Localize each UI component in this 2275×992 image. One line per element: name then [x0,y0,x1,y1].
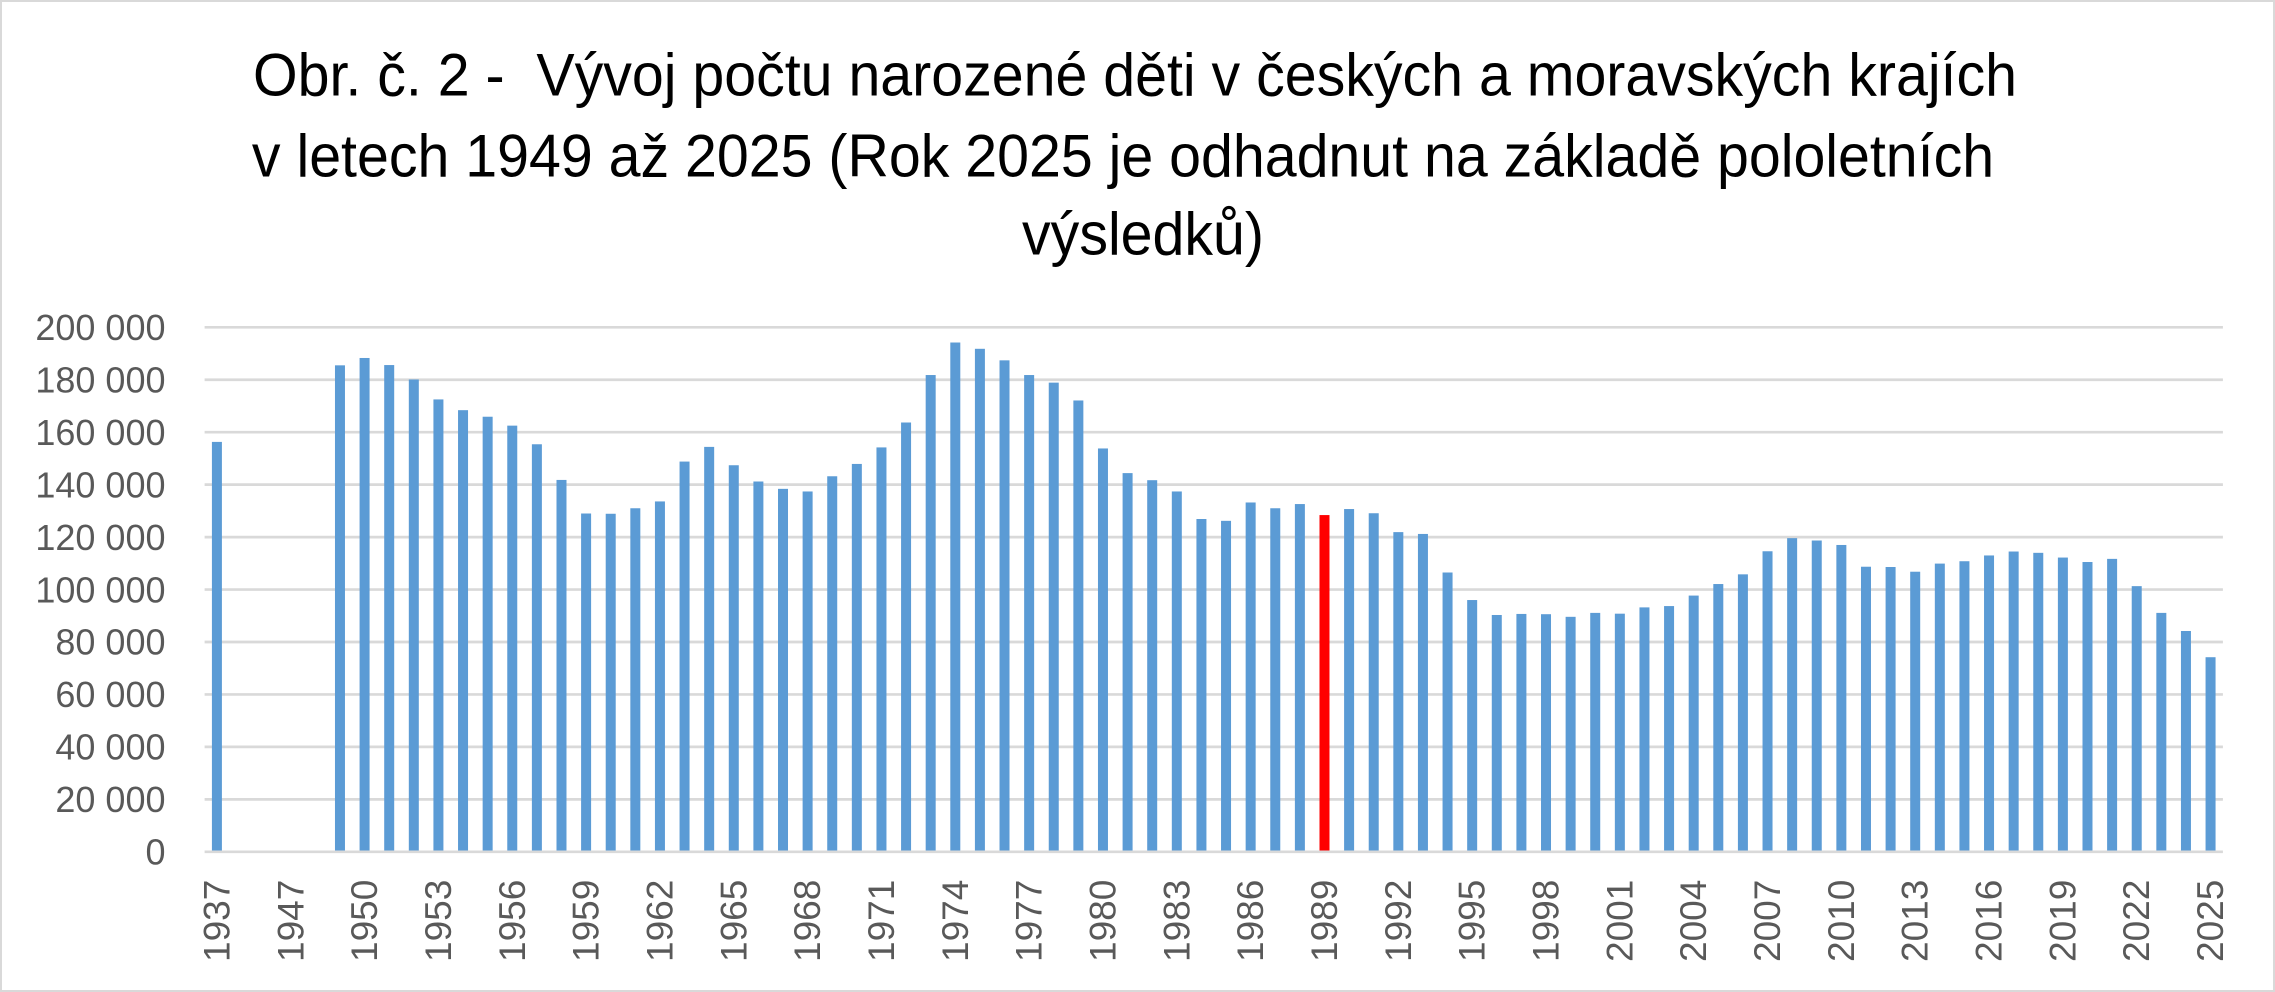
svg-text:Obr. č. 2 - Vývoj počtu naroz: Obr. č. 2 - Vývoj počtu narozené děti v … [253,41,2017,109]
svg-text:1959: 1959 [566,880,607,962]
svg-text:20 000: 20 000 [55,779,165,820]
svg-text:2016: 2016 [1969,880,2010,962]
svg-text:120 000: 120 000 [35,517,165,558]
svg-text:2019: 2019 [2042,880,2083,962]
svg-text:1980: 1980 [1082,880,1123,962]
svg-text:140 000: 140 000 [35,464,165,505]
svg-text:80 000: 80 000 [55,622,165,663]
svg-text:2013: 2013 [1895,880,1936,962]
svg-text:1971: 1971 [861,880,902,962]
svg-text:2004: 2004 [1673,880,1714,962]
svg-text:2001: 2001 [1599,880,1640,962]
svg-text:1974: 1974 [935,880,976,962]
svg-text:1995: 1995 [1452,880,1493,962]
svg-text:1992: 1992 [1378,880,1419,962]
svg-text:1962: 1962 [639,880,680,962]
svg-text:2025: 2025 [2190,880,2231,962]
svg-text:1965: 1965 [713,880,754,962]
svg-text:1989: 1989 [1304,880,1345,962]
svg-text:60 000: 60 000 [55,674,165,715]
svg-text:40 000: 40 000 [55,727,165,768]
svg-text:2022: 2022 [2116,880,2157,962]
svg-text:1950: 1950 [344,880,385,962]
svg-text:160 000: 160 000 [35,412,165,453]
svg-text:200 000: 200 000 [35,307,165,348]
svg-text:2010: 2010 [1821,880,1862,962]
svg-text:1998: 1998 [1526,880,1567,962]
svg-text:1968: 1968 [787,880,828,962]
svg-text:1947: 1947 [270,880,311,962]
svg-text:2007: 2007 [1747,880,1788,962]
svg-text:1977: 1977 [1009,880,1050,962]
svg-text:1937: 1937 [196,880,237,962]
svg-text:1956: 1956 [492,880,533,962]
svg-text:100 000: 100 000 [35,569,165,610]
svg-text:180 000: 180 000 [35,359,165,400]
svg-text:výsledků): výsledků) [1022,200,1264,268]
svg-text:1983: 1983 [1156,880,1197,962]
svg-text:0: 0 [145,832,165,873]
svg-text:v letech 1949 až 2025 (Rok 202: v letech 1949 až 2025 (Rok 2025 je odhad… [252,122,1994,190]
svg-text:1953: 1953 [418,880,459,962]
svg-text:1986: 1986 [1230,880,1271,962]
